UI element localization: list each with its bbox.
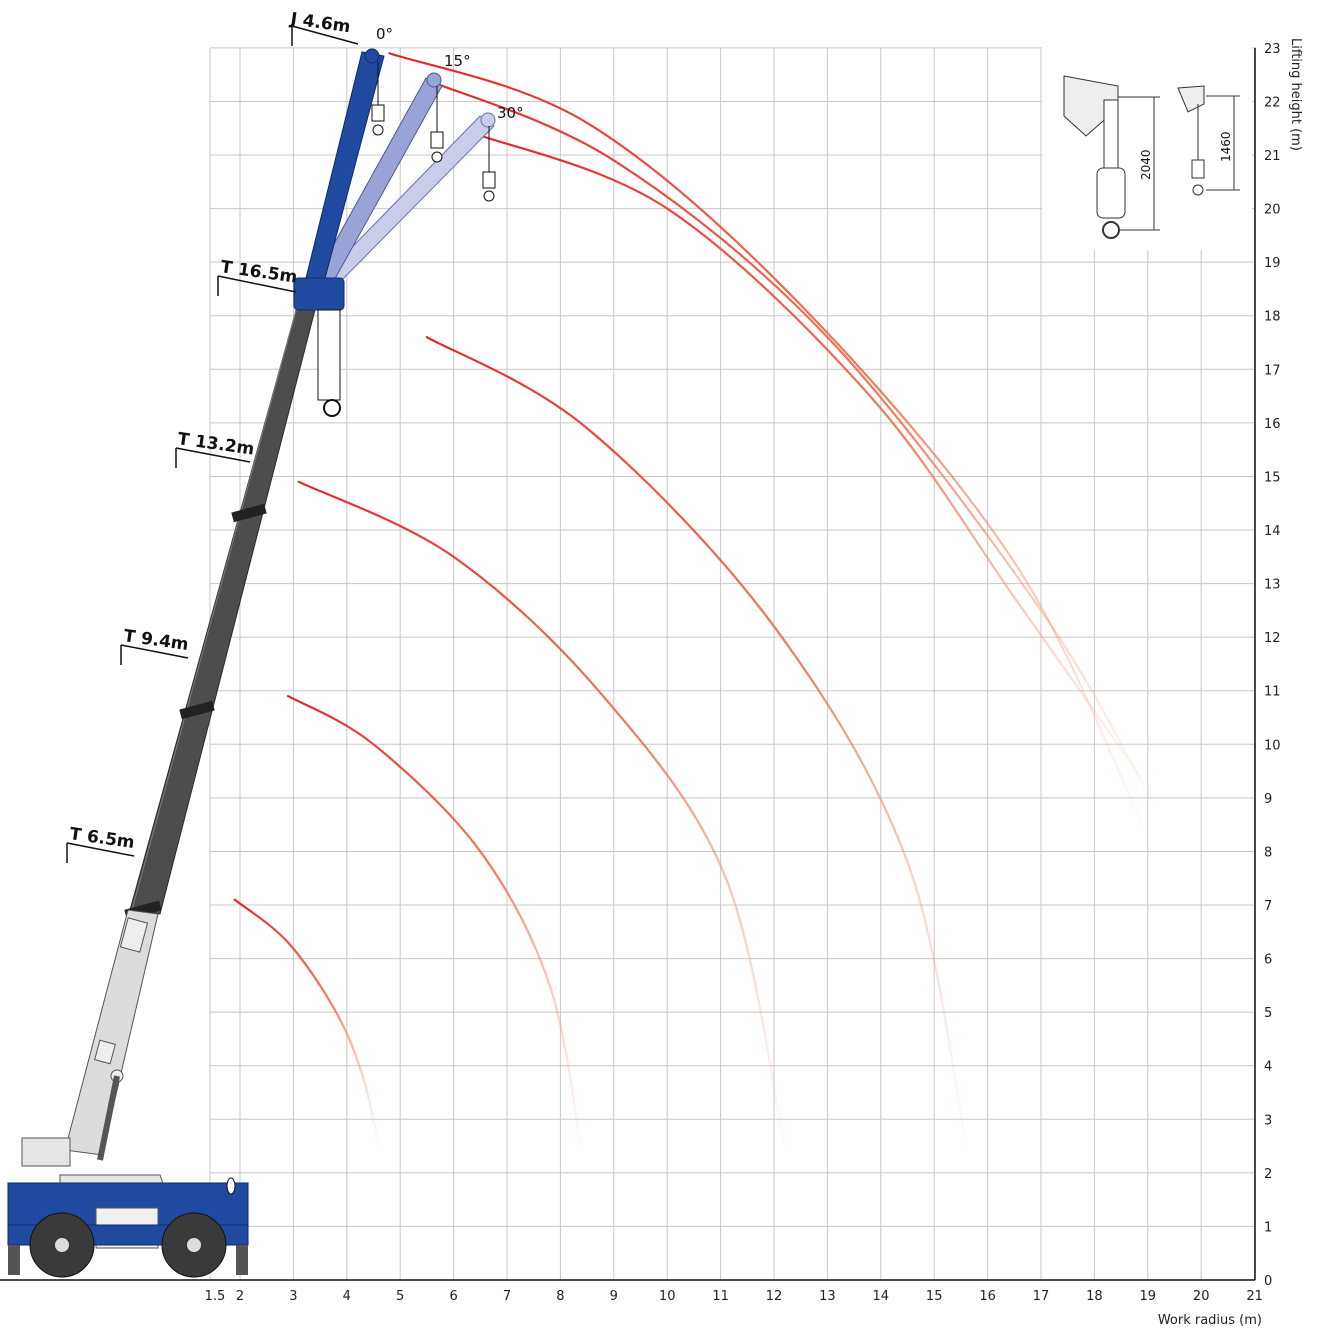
jib-tip-15 [426,72,442,88]
crane-illustration [7,48,496,1278]
outrigger-left [8,1245,20,1275]
angle-0: 0° [376,25,393,43]
boom-head [293,277,345,311]
y-tick-label: 12 [1264,631,1281,646]
y-tick-label: 19 [1264,256,1281,271]
boom-panel-2 [94,1039,116,1065]
y-axis-title: Lifting height (m) [1288,38,1303,151]
x-tick-label: 1.5 [205,1289,226,1304]
angle-30: 30° [497,104,524,122]
y-tick-label: 6 [1264,953,1272,968]
y-tick-label: 23 [1264,42,1281,57]
x-tick-label: 13 [819,1289,836,1304]
jib-hook-0 [371,62,385,136]
x-tick-label: 9 [610,1289,618,1304]
x-tick-label: 8 [556,1289,564,1304]
inset-main-hook-block [1096,167,1126,219]
x-tick-label: 4 [343,1289,351,1304]
x-tick-label: 7 [503,1289,511,1304]
load-arc-3 [297,480,786,1148]
y-tick-label: 9 [1264,792,1272,807]
inset-main-hook-head [1063,75,1119,137]
load-arc-5 [388,52,1144,826]
x-tick-label: 2 [236,1289,244,1304]
y-tick-label: 5 [1264,1006,1272,1021]
load-arc-7 [473,132,1149,789]
x-tick-label: 15 [926,1289,943,1304]
x-tick-label: 3 [289,1289,297,1304]
inset-main-hook [1102,221,1120,239]
upper-structure [21,1137,71,1167]
y-tick-label: 2 [1264,1167,1272,1182]
main-hook-block [317,309,341,401]
wheel-front-hub [55,1238,69,1252]
y-tick-label: 11 [1264,685,1281,700]
boom-dark-section [129,295,319,915]
load-arc-1 [233,898,380,1148]
arcs [233,52,1155,1153]
boom-base-section [64,909,159,1156]
x-tick-label: 10 [659,1289,676,1304]
label-t94: T 9.4m [122,626,189,655]
dim-1460: 1460 [1219,131,1233,162]
x-tick-label: 19 [1140,1289,1157,1304]
load-arc-2 [286,694,583,1153]
jib-hook-30 [482,126,496,202]
y-tick-label: 22 [1264,95,1281,110]
y-tick-label: 3 [1264,1113,1272,1128]
y-tick-label: 7 [1264,899,1272,914]
boom-panel [119,917,149,953]
y-tick-label: 18 [1264,310,1281,325]
y-tick-label: 13 [1264,578,1281,593]
y-tick-label: 4 [1264,1060,1272,1075]
hook-dimension-inset: 2040 1460 [1042,40,1252,250]
boom-length-labels: J 4.6m T 16.5m T 13.2m T 9.4m T 6.5m [66,9,359,863]
inset-jib-hook [1192,184,1204,196]
y-tick-label: 14 [1264,524,1281,539]
lift-cylinder [97,1075,120,1161]
boom-collar-1 [231,503,267,523]
label-t65: T 6.5m [68,824,135,853]
x-tick-label: 12 [766,1289,783,1304]
y-tick-label: 10 [1264,738,1281,753]
x-tick-label: 14 [873,1289,890,1304]
dim-2040: 2040 [1139,149,1153,180]
inset-main-hook-rope [1103,99,1119,171]
x-tick-label: 18 [1086,1289,1103,1304]
y-tick-label: 8 [1264,845,1272,860]
load-arc-4 [425,336,968,1148]
y-tick-label: 20 [1264,203,1281,218]
y-tick-label: 17 [1264,363,1281,378]
wheel-rear-hub [187,1238,201,1252]
x-tick-label: 21 [1246,1289,1263,1304]
jib-hook-15 [430,86,444,163]
y-tick-label: 21 [1264,149,1281,164]
boom-collar-2 [179,700,215,720]
x-tick-label: 11 [712,1289,729,1304]
y-tick-label: 0 [1264,1274,1272,1289]
y-tick-label: 15 [1264,470,1281,485]
x-tick-label: 20 [1193,1289,1210,1304]
x-tick-label: 17 [1033,1289,1050,1304]
label-j46: J 4.6m [288,9,351,37]
load-arc-6 [425,78,1155,805]
x-tick-label: 16 [979,1289,996,1304]
y-tick-label: 1 [1264,1220,1272,1235]
grid [0,47,1256,1281]
main-hook [323,399,341,417]
x-axis-title: Work radius (m) [1158,1313,1262,1328]
jib-tip-30 [480,112,496,128]
x-tick-labels: 1.5 2 3 4 5 6 7 8 9 10 11 12 13 14 15 16 17 18 19 20 21 [205,1289,1263,1304]
boom-edge [131,295,301,911]
y-tick-label: 16 [1264,417,1281,432]
beacon [226,1177,236,1195]
outrigger-right [236,1245,248,1275]
x-tick-label: 6 [449,1289,457,1304]
inset-jib-hook-block [1191,159,1205,179]
x-tick-label: 5 [396,1289,404,1304]
angle-15: 15° [444,52,471,70]
jib-tip-0 [364,48,380,64]
